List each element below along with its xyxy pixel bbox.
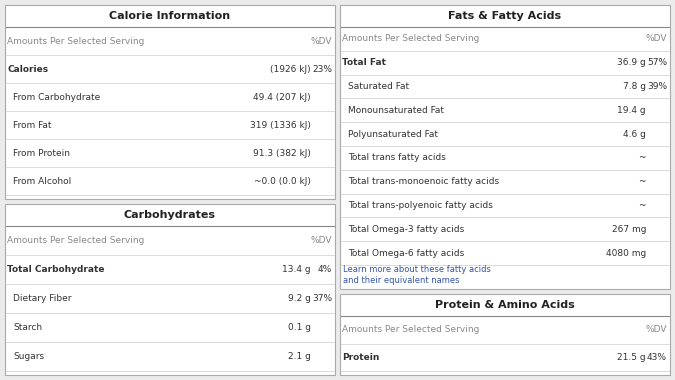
Text: 19.4 g: 19.4 g — [618, 106, 646, 115]
Text: Calories: Calories — [7, 65, 48, 73]
Text: Saturated Fat: Saturated Fat — [348, 82, 409, 91]
Text: 319 (1336 kJ): 319 (1336 kJ) — [250, 120, 311, 130]
Text: Learn more about these fatty acids
and their equivalent names: Learn more about these fatty acids and t… — [343, 264, 491, 285]
Text: Carbohydrates: Carbohydrates — [124, 210, 216, 220]
Text: 36.9 g: 36.9 g — [617, 58, 646, 67]
Text: Protein: Protein — [342, 353, 379, 362]
Text: %DV: %DV — [645, 35, 667, 43]
Text: 91.3 (382 kJ): 91.3 (382 kJ) — [253, 149, 311, 157]
Text: ~: ~ — [639, 154, 646, 162]
Text: 49.4 (207 kJ): 49.4 (207 kJ) — [253, 92, 311, 101]
Text: ~0.0 (0.0 kJ): ~0.0 (0.0 kJ) — [254, 176, 311, 185]
Bar — [340, 5, 670, 289]
Text: 43%: 43% — [647, 353, 667, 362]
Text: Total trans-monoenoic fatty acids: Total trans-monoenoic fatty acids — [348, 177, 499, 186]
Bar — [5, 5, 335, 199]
Text: 13.4 g: 13.4 g — [282, 265, 311, 274]
Text: 57%: 57% — [647, 58, 667, 67]
Text: From Protein: From Protein — [13, 149, 70, 157]
Text: Total trans-polyenoic fatty acids: Total trans-polyenoic fatty acids — [348, 201, 493, 210]
Text: ~: ~ — [639, 201, 646, 210]
Text: From Fat: From Fat — [13, 120, 51, 130]
Text: Total Fat: Total Fat — [342, 58, 386, 67]
Text: Starch: Starch — [13, 323, 42, 332]
Text: Amounts Per Selected Serving: Amounts Per Selected Serving — [342, 325, 479, 334]
Text: 2.1 g: 2.1 g — [288, 352, 311, 361]
Bar — [5, 204, 335, 375]
Text: Amounts Per Selected Serving: Amounts Per Selected Serving — [7, 236, 144, 245]
Text: 39%: 39% — [647, 82, 667, 91]
Text: ~: ~ — [639, 177, 646, 186]
Text: 23%: 23% — [312, 65, 332, 73]
Text: 7.8 g: 7.8 g — [623, 82, 646, 91]
Text: Polyunsaturated Fat: Polyunsaturated Fat — [348, 130, 438, 139]
Text: 21.5 g: 21.5 g — [618, 353, 646, 362]
Bar — [340, 294, 670, 375]
Text: (1926 kJ): (1926 kJ) — [271, 65, 311, 73]
Text: From Carbohydrate: From Carbohydrate — [13, 92, 101, 101]
Text: 9.2 g: 9.2 g — [288, 294, 311, 303]
Text: Total trans fatty acids: Total trans fatty acids — [348, 154, 446, 162]
Text: 0.1 g: 0.1 g — [288, 323, 311, 332]
Text: Sugars: Sugars — [13, 352, 44, 361]
Text: %DV: %DV — [645, 325, 667, 334]
Text: %DV: %DV — [310, 236, 332, 245]
Text: From Alcohol: From Alcohol — [13, 176, 72, 185]
Text: 4.6 g: 4.6 g — [623, 130, 646, 139]
Text: Amounts Per Selected Serving: Amounts Per Selected Serving — [7, 36, 144, 46]
Text: 4%: 4% — [318, 265, 332, 274]
Text: Total Carbohydrate: Total Carbohydrate — [7, 265, 105, 274]
Text: 4080 mg: 4080 mg — [605, 249, 646, 258]
Text: Total Omega-6 fatty acids: Total Omega-6 fatty acids — [348, 249, 464, 258]
Text: Dietary Fiber: Dietary Fiber — [13, 294, 72, 303]
Text: Calorie Information: Calorie Information — [109, 11, 231, 21]
Text: Protein & Amino Acids: Protein & Amino Acids — [435, 300, 575, 310]
Text: 267 mg: 267 mg — [612, 225, 646, 234]
Text: %DV: %DV — [310, 36, 332, 46]
Text: Total Omega-3 fatty acids: Total Omega-3 fatty acids — [348, 225, 464, 234]
Text: Fats & Fatty Acids: Fats & Fatty Acids — [448, 11, 562, 21]
Text: Monounsaturated Fat: Monounsaturated Fat — [348, 106, 444, 115]
Text: Amounts Per Selected Serving: Amounts Per Selected Serving — [342, 35, 479, 43]
Text: 37%: 37% — [312, 294, 332, 303]
